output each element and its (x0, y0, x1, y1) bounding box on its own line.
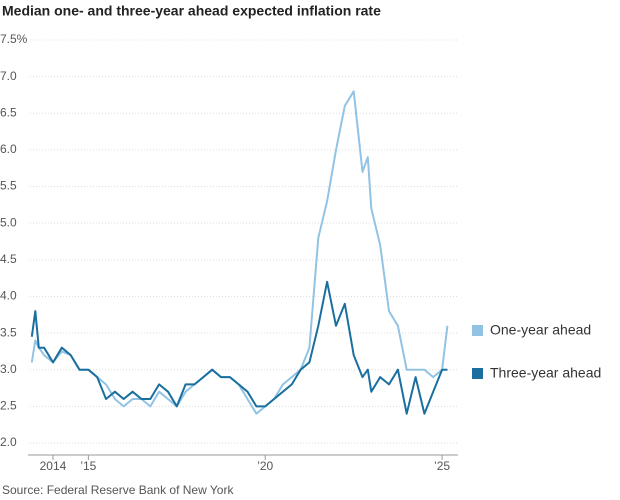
y-tick-label: 5.0 (0, 215, 17, 229)
x-tick-label: ’15 (80, 459, 96, 473)
source: Source: Federal Reserve Bank of New York (2, 483, 234, 497)
series-line (30, 280, 448, 415)
y-tick-label: 4.0 (0, 289, 17, 303)
legend-swatch (472, 368, 483, 379)
y-tick-label: 2.5 (0, 399, 17, 413)
y-tick-label: 5.5 (0, 179, 17, 193)
x-tick-label: 2014 (40, 459, 67, 473)
legend-label: One-year ahead (490, 322, 591, 338)
series-line (30, 90, 449, 415)
y-tick-label: 7.0 (0, 69, 17, 83)
chart-title: Median one- and three-year ahead expecte… (2, 3, 381, 19)
x-tick-label: ’25 (434, 459, 450, 473)
y-tick-label: 7.5% (0, 32, 28, 46)
legend-swatch (472, 325, 483, 336)
y-tick-label: 3.0 (0, 362, 17, 376)
y-tick-label: 3.5 (0, 325, 17, 339)
legend-label: Three-year ahead (490, 365, 601, 381)
x-tick-label: ’20 (257, 459, 273, 473)
y-tick-label: 2.0 (0, 435, 17, 449)
y-tick-label: 6.0 (0, 142, 17, 156)
y-tick-label: 6.5 (0, 105, 17, 119)
y-tick-label: 4.5 (0, 252, 17, 266)
